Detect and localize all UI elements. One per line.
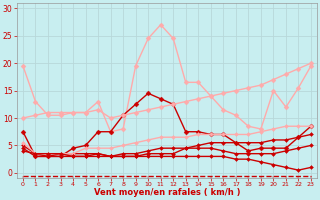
X-axis label: Vent moyen/en rafales ( km/h ): Vent moyen/en rafales ( km/h ) xyxy=(94,188,240,197)
